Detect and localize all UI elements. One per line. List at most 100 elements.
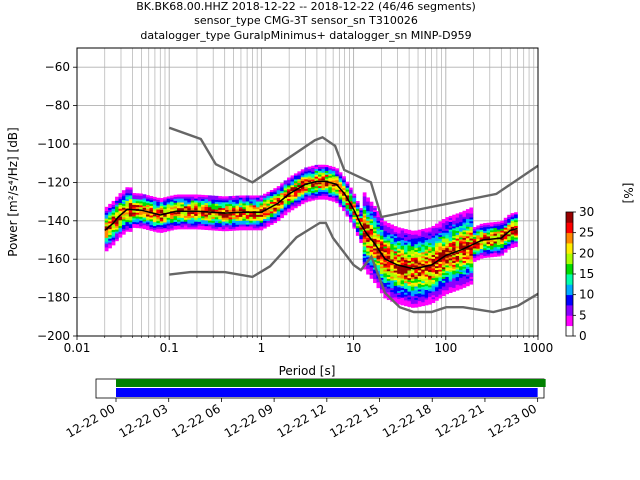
- heatmap-cell: [379, 229, 384, 232]
- heatmap-cell: [118, 196, 123, 200]
- heatmap-cell: [232, 226, 236, 229]
- heatmap-cell: [331, 180, 336, 183]
- heatmap-cell: [465, 259, 470, 262]
- heatmap-cell: [128, 227, 133, 230]
- heatmap-cell: [307, 178, 312, 181]
- heatmap-cell: [204, 200, 209, 204]
- heatmap-cell: [118, 221, 123, 225]
- heatmap-cell: [459, 214, 463, 217]
- heatmap-cell: [503, 221, 508, 224]
- heatmap-cell: [180, 202, 185, 205]
- heatmap-cell: [469, 230, 474, 233]
- heatmap-cell: [187, 221, 192, 224]
- heatmap-cell: [438, 223, 443, 226]
- heatmap-cell: [159, 224, 164, 228]
- heatmap-cell: [476, 225, 481, 228]
- heatmap-cell: [273, 218, 278, 222]
- heatmap-cell: [472, 232, 477, 236]
- heatmap-cell: [331, 172, 336, 175]
- heatmap-cell: [441, 284, 446, 287]
- heatmap-cell: [201, 202, 205, 205]
- heatmap-cell: [324, 176, 329, 179]
- heatmap-cell: [459, 258, 463, 261]
- heatmap-cell: [404, 238, 408, 241]
- heatmap-cell: [328, 192, 333, 195]
- heatmap-cell: [290, 198, 295, 201]
- heatmap-cell: [262, 216, 267, 219]
- heatmap-cell: [414, 301, 419, 304]
- heatmap-cell: [125, 216, 130, 219]
- heatmap-cell: [400, 249, 405, 252]
- heatmap-cell: [379, 273, 384, 276]
- heatmap-cell: [163, 204, 167, 208]
- heatmap-cell: [455, 232, 460, 235]
- heatmap-cell: [283, 188, 288, 191]
- heatmap-cell: [376, 280, 381, 283]
- heatmap-cell: [448, 248, 453, 251]
- heatmap-cell: [407, 237, 412, 240]
- heatmap-cell: [152, 208, 157, 211]
- heatmap-cell: [204, 204, 209, 207]
- heatmap-cell: [252, 228, 257, 231]
- heatmap-cell: [132, 214, 137, 217]
- heatmap-cell: [397, 271, 401, 274]
- heatmap-cell: [441, 224, 446, 228]
- heatmap-cell: [163, 222, 167, 225]
- heatmap-cell: [431, 260, 436, 263]
- heatmap-cell: [311, 190, 315, 193]
- heatmap-cell: [479, 227, 484, 230]
- heatmap-cell: [469, 209, 474, 212]
- heatmap-cell: [462, 251, 467, 254]
- heatmap-cell: [173, 219, 178, 222]
- y-tick-label: −120: [37, 175, 70, 189]
- heatmap-cell: [135, 216, 140, 219]
- heatmap-cell: [376, 257, 381, 260]
- heatmap-cell: [404, 302, 408, 305]
- heatmap-cell: [111, 210, 116, 213]
- heatmap-cell: [404, 303, 408, 307]
- y-tick-label: −200: [37, 329, 70, 343]
- heatmap-cell: [283, 199, 288, 202]
- heatmap-cell: [249, 199, 253, 202]
- heatmap-cell: [252, 214, 257, 217]
- heatmap-cell: [465, 239, 470, 243]
- heatmap-cell: [118, 227, 123, 230]
- heatmap-cell: [376, 239, 381, 243]
- heatmap-cell: [459, 264, 463, 267]
- heatmap-cell: [493, 222, 498, 225]
- heatmap-cell: [407, 252, 412, 256]
- heatmap-cell: [393, 264, 398, 267]
- heatmap-cell: [321, 197, 326, 200]
- heatmap-cell: [417, 254, 422, 257]
- heatmap-cell: [452, 285, 456, 288]
- heatmap-cell: [414, 261, 419, 264]
- heatmap-cell: [507, 245, 511, 248]
- heatmap-cell: [469, 251, 474, 254]
- heatmap-cell: [218, 207, 223, 210]
- heatmap-cell: [428, 271, 432, 274]
- heatmap-cell: [490, 241, 494, 244]
- colorbar-segment: [566, 253, 573, 265]
- heatmap-cell: [428, 285, 432, 288]
- heatmap-cell: [297, 190, 302, 193]
- heatmap-cell: [500, 239, 505, 243]
- heatmap-cell: [428, 237, 432, 240]
- heatmap-cell: [496, 227, 501, 230]
- heatmap-cell: [276, 205, 281, 208]
- heatmap-cell: [441, 247, 446, 251]
- heatmap-cell: [379, 289, 384, 292]
- heatmap-cell: [507, 222, 511, 225]
- heatmap-cell: [448, 285, 453, 288]
- heatmap-cell: [469, 268, 474, 272]
- heatmap-cell: [386, 267, 391, 270]
- heatmap-cell: [379, 250, 384, 253]
- heatmap-cell: [455, 280, 460, 283]
- heatmap-cell: [173, 227, 178, 230]
- heatmap-cell: [510, 218, 515, 222]
- heatmap-cell: [252, 224, 257, 227]
- heatmap-cell: [170, 224, 174, 227]
- heatmap-cell: [242, 214, 247, 217]
- heatmap-cell: [283, 180, 288, 183]
- heatmap-cell: [121, 194, 126, 197]
- heatmap-cell: [490, 253, 494, 256]
